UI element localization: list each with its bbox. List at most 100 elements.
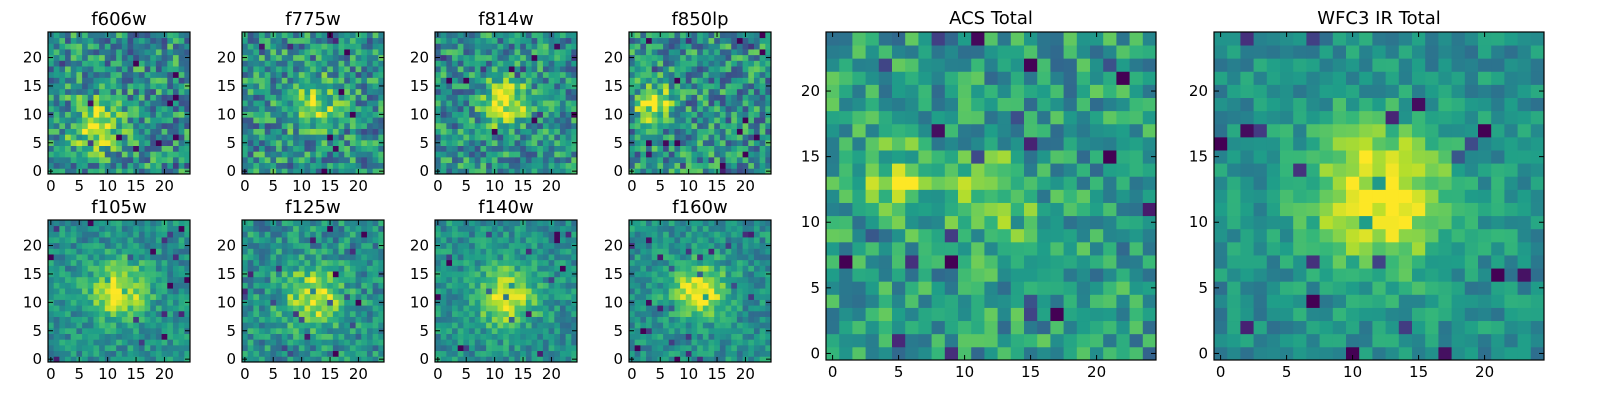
heatmap-cell [242, 276, 249, 283]
heatmap-cell [48, 151, 55, 158]
heatmap-cell [685, 43, 692, 50]
heatmap-cell [719, 305, 726, 312]
heatmap-cell [634, 322, 641, 329]
heatmap-cell [537, 265, 544, 272]
heatmap-cell [276, 60, 283, 67]
heatmap-cell [497, 145, 504, 152]
heatmap-cell [497, 94, 504, 101]
heatmap-cell [480, 100, 487, 107]
heatmap-cell [520, 83, 527, 90]
heatmap-cell [629, 37, 636, 44]
heatmap-cell [53, 350, 60, 357]
heatmap-cell [93, 242, 100, 249]
heatmap-cell [435, 122, 442, 129]
heatmap-cell [281, 310, 288, 317]
heatmap-cell [253, 54, 260, 61]
heatmap-cell [276, 94, 283, 101]
heatmap-cell [446, 322, 453, 329]
heatmap-cell [486, 259, 493, 266]
heatmap-cell [702, 288, 709, 295]
heatmap-cell [542, 134, 549, 141]
heatmap-cell [287, 49, 294, 56]
heatmap-cell [276, 344, 283, 352]
heatmap-cell [48, 254, 55, 261]
heatmap-cell [70, 77, 77, 84]
heatmap-cell [321, 259, 328, 266]
heatmap-cell [104, 259, 111, 266]
heatmap-cell [537, 83, 544, 90]
heatmap-cell [440, 134, 447, 141]
heatmap-cell [514, 299, 521, 306]
heatmap-cell [127, 66, 134, 73]
heatmap-cell [446, 248, 453, 255]
heatmap-cell [332, 327, 339, 334]
heatmap-cell [525, 356, 532, 363]
heatmap-cell [298, 134, 305, 141]
heatmap-cell [253, 305, 260, 312]
heatmap-cell [542, 94, 549, 101]
heatmap-cell [167, 282, 174, 289]
heatmap-cell [525, 122, 532, 129]
heatmap-cell [753, 60, 761, 67]
heatmap-cell [281, 339, 288, 346]
heatmap-cell [65, 316, 72, 323]
heatmap-cell [554, 237, 561, 244]
heatmap-cell [133, 299, 140, 306]
heatmap-cell [748, 37, 755, 44]
heatmap-cell [708, 327, 715, 334]
heatmap-cell [668, 100, 675, 107]
heatmap-cell [59, 60, 66, 67]
heatmap-cell [748, 344, 755, 352]
heatmap-cell [53, 248, 60, 255]
heatmap-cell [133, 225, 140, 232]
heatmap-cell [691, 288, 698, 295]
heatmap-cell [497, 271, 504, 278]
heatmap-cell [469, 220, 476, 227]
heatmap-cell [332, 282, 339, 289]
heatmap-cell [708, 122, 715, 129]
heatmap-cell [503, 145, 510, 152]
heatmap-cell [53, 237, 60, 244]
heatmap-cell [87, 299, 94, 306]
heatmap-cell [133, 88, 140, 95]
heatmap-cell [508, 327, 515, 334]
heatmap-cell [144, 77, 151, 84]
heatmap-cell [161, 327, 168, 334]
heatmap-cell [765, 350, 772, 357]
heatmap-cell [748, 356, 755, 363]
heatmap-cell [259, 162, 266, 169]
heatmap-cell [463, 305, 470, 312]
heatmap-cell [366, 237, 374, 244]
heatmap-cell [99, 265, 106, 272]
heatmap-cell [753, 83, 761, 90]
heatmap-cell [161, 339, 168, 346]
heatmap-cell [469, 242, 476, 249]
heatmap-cell [293, 151, 300, 158]
heatmap-cell [315, 288, 322, 295]
heatmap-cell [680, 128, 687, 135]
heatmap-cell [293, 37, 300, 44]
heatmap-cell [59, 305, 66, 312]
heatmap-cell [520, 327, 527, 334]
heatmap-cell [531, 327, 538, 334]
heatmap-cell [315, 122, 322, 129]
heatmap-cell [508, 339, 515, 346]
heatmap-cell [708, 37, 715, 44]
heatmap-cell [765, 276, 772, 283]
heatmap-cell [293, 77, 300, 84]
heatmap-cell [76, 128, 83, 135]
heatmap-cell [287, 122, 294, 129]
heatmap-cell [253, 333, 260, 340]
heatmap-cell [514, 265, 521, 272]
heatmap-cell [355, 156, 362, 164]
heatmap-cell [457, 122, 464, 129]
heatmap-cell [150, 316, 157, 323]
heatmap-cell [759, 139, 766, 146]
heatmap-cell [646, 356, 653, 363]
heatmap-cell [378, 254, 385, 261]
heatmap-cell [372, 43, 379, 50]
heatmap-cell [70, 162, 77, 169]
heatmap-cell [525, 37, 532, 44]
heatmap-cell [253, 225, 260, 232]
y-tick-label: 15 [604, 77, 623, 95]
